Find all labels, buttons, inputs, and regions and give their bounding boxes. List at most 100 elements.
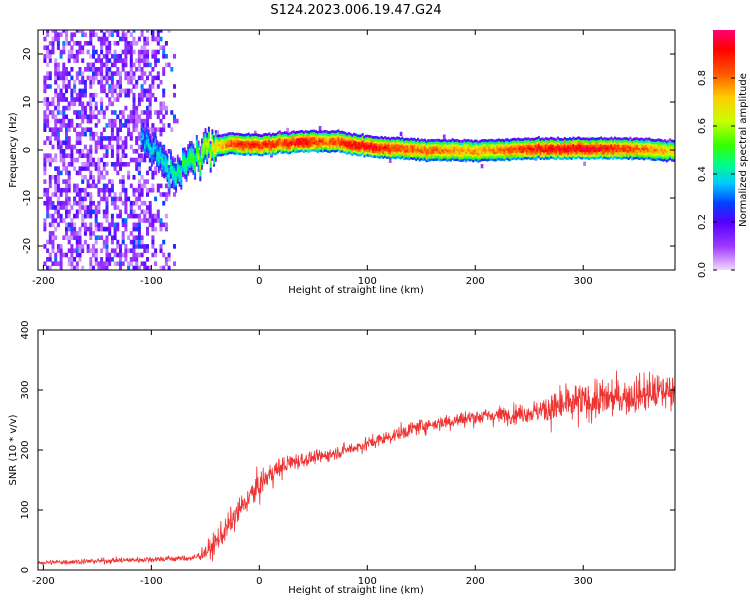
spectrogram-cell	[83, 67, 87, 72]
spectrogram-cell	[56, 248, 60, 253]
spectrogram-cell	[164, 192, 168, 197]
spectrogram-cell	[154, 141, 157, 145]
spectrogram-cell	[439, 158, 442, 162]
spectrogram-cell	[195, 139, 198, 143]
spectrogram-cell	[626, 137, 628, 140]
spectrogram-cell	[657, 145, 660, 149]
spectrogram-cell	[313, 144, 316, 147]
spectrogram-cell	[330, 149, 333, 153]
spectrogram-cell	[627, 142, 630, 146]
spectrogram-cell	[182, 157, 184, 161]
spectrogram-cell	[420, 140, 423, 144]
spectrogram-cell	[593, 156, 596, 160]
spectrogram-cell	[242, 143, 245, 147]
spectrogram-cell	[515, 140, 518, 144]
spectrogram-cell	[235, 137, 238, 141]
spectrogram-cell	[142, 122, 145, 126]
spectrogram-cell	[168, 174, 171, 178]
spectrogram-cell	[83, 153, 87, 158]
spectrogram-cell	[232, 132, 235, 135]
spectrogram-cell	[339, 147, 342, 151]
spectrogram-cell	[211, 150, 214, 154]
spectrogram-cell	[610, 148, 613, 152]
spectrogram-cell	[341, 135, 343, 139]
spectrogram-cell	[563, 139, 566, 143]
spectrogram-cell	[670, 151, 673, 155]
spectrogram-cell	[458, 159, 461, 162]
spectrogram-cell	[218, 151, 221, 154]
spectrogram-cell	[254, 147, 257, 151]
spectrogram-cell	[182, 159, 184, 163]
spectrogram-cell	[209, 141, 212, 144]
spectrogram-cell	[54, 226, 58, 232]
spectrogram-cell	[86, 192, 90, 197]
spectrogram-cell	[480, 158, 483, 162]
spectrogram-cell	[577, 143, 580, 147]
spectrogram-cell	[648, 147, 651, 150]
spectrogram-cell	[323, 134, 326, 138]
spectrogram-cell	[392, 156, 395, 159]
spectrogram-cell	[51, 36, 55, 42]
spectrogram-cell	[75, 213, 79, 219]
spectrogram-cell	[423, 153, 426, 156]
spectrogram-cell	[218, 143, 221, 147]
spectrogram-cell	[140, 110, 144, 115]
spectrogram-cell	[517, 142, 520, 145]
spectrogram-cell	[325, 144, 328, 148]
spectrogram-cell	[323, 130, 326, 133]
spectrogram-cell	[339, 150, 342, 153]
spectrogram-cell	[669, 150, 672, 153]
spectrogram-cell	[242, 136, 245, 139]
spectrogram-cell	[301, 142, 304, 145]
spectrogram-cell	[110, 239, 114, 245]
spectrogram-cell	[550, 139, 552, 142]
spectrogram-cell	[477, 140, 480, 144]
spectrogram-cell	[294, 148, 297, 151]
spectrogram-cell	[100, 49, 104, 55]
spectrogram-cell	[150, 163, 153, 167]
spectrogram-cell	[617, 149, 620, 152]
spectrogram-cell	[275, 144, 278, 148]
spectrogram-cell	[113, 136, 117, 141]
spectrogram-cell	[237, 135, 240, 138]
spectrogram-cell	[586, 139, 589, 143]
spectrogram-cell	[356, 153, 359, 157]
spectrogram-cell	[484, 148, 487, 152]
spectrogram-cell	[664, 139, 666, 142]
spectrogram-cell	[665, 140, 668, 144]
spectrogram-cell	[650, 155, 653, 159]
spectrogram-cell	[591, 151, 594, 155]
spectrogram-cell	[166, 176, 169, 180]
spectrogram-cell	[100, 265, 104, 270]
spectrogram-cell	[62, 84, 66, 89]
spectrogram-cell	[496, 155, 499, 159]
spectrogram-cell	[214, 147, 217, 150]
spectrogram-cell	[486, 154, 489, 157]
spectrogram-cell	[658, 153, 661, 156]
spectrogram-cell	[575, 149, 578, 152]
spectrogram-cell	[78, 205, 82, 210]
spectrogram-cell	[167, 252, 171, 258]
y-tick-label: 300	[20, 380, 31, 399]
spectrogram-cell	[251, 145, 254, 149]
spectrogram-cell	[148, 205, 152, 210]
spectrogram-cell	[268, 134, 271, 138]
spectrogram-cell	[396, 146, 399, 149]
spectrogram-cell	[204, 144, 207, 148]
spectrogram-cell	[108, 118, 112, 124]
spectrogram-cell	[510, 143, 513, 147]
spectrogram-cell	[102, 41, 106, 46]
spectrogram-cell	[556, 153, 559, 157]
spectrogram-cell	[119, 213, 122, 219]
spectrogram-cell	[292, 144, 295, 148]
spectrogram-cell	[75, 248, 79, 253]
spectrogram-cell	[522, 157, 525, 161]
spectrogram-cell	[638, 140, 641, 144]
spectrogram-cell	[309, 144, 312, 147]
spectrogram-cell	[448, 146, 451, 150]
spectrogram-cell	[62, 79, 66, 85]
spectrogram-cell	[392, 136, 395, 140]
spectrogram-cell	[444, 158, 447, 161]
spectrogram-cell	[137, 231, 141, 236]
spectrogram-cell	[399, 131, 403, 137]
